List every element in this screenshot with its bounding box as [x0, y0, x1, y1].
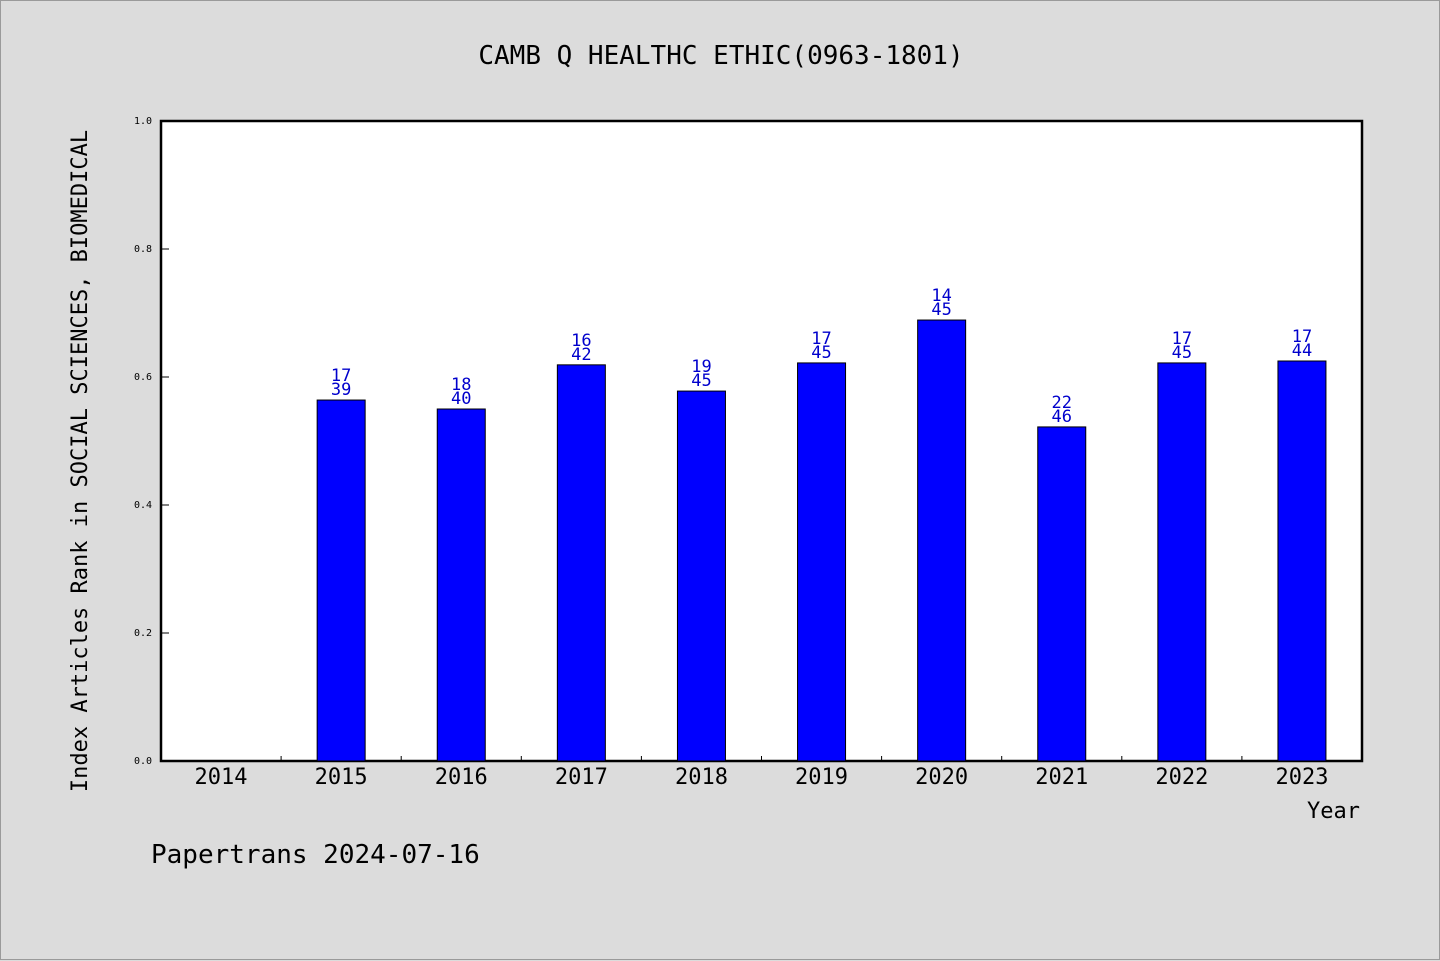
x-axis-label: Year: [1307, 799, 1360, 824]
bar-2020: [917, 319, 967, 762]
bar-2015: [316, 399, 366, 762]
x-tick-label: 2017: [555, 765, 608, 790]
x-tick-label: 2018: [675, 765, 728, 790]
bar-label-top: 16: [571, 331, 591, 351]
x-tick-label: 2021: [1035, 765, 1088, 790]
bar-2023: [1277, 360, 1327, 762]
bar-label-bottom: 45: [691, 371, 711, 391]
x-tick-label: 2015: [315, 765, 368, 790]
y-tick-label: 0.8: [134, 244, 152, 255]
bar-label-top: 14: [931, 286, 951, 306]
bar-2022: [1157, 362, 1207, 762]
y-tick-label: 1.0: [134, 116, 152, 127]
bar-2016: [436, 408, 486, 762]
bar-label-bottom: 45: [811, 343, 831, 363]
bar-label-top: 18: [451, 375, 471, 395]
bar-label-top: 17: [811, 329, 831, 349]
bar-label-bottom: 40: [451, 389, 471, 409]
bar-label-top: 17: [1172, 329, 1192, 349]
y-tick-label: 0.6: [134, 372, 152, 383]
x-tick-label: 2023: [1275, 765, 1328, 790]
bar-label-bottom: 45: [1172, 343, 1192, 363]
x-tick-label: 2020: [915, 765, 968, 790]
bar-label-bottom: 44: [1292, 341, 1312, 361]
x-tick-label: 2019: [795, 765, 848, 790]
bar-2017: [556, 364, 606, 762]
y-tick-label: 0.0: [134, 756, 152, 767]
x-tick-label: 2016: [435, 765, 488, 790]
bar-label-top: 17: [1292, 327, 1312, 347]
x-tick-label: 2022: [1155, 765, 1208, 790]
bar-label-bottom: 39: [331, 380, 351, 400]
bar-2021: [1037, 426, 1087, 762]
x-ticks-group: 2014 2015 2016 2017 2018 2019 2020 2021 2022 2023: [195, 756, 1328, 790]
y-tick-label: 0.4: [134, 500, 152, 511]
x-tick-label: 2014: [195, 765, 248, 790]
bar-label-top: 22: [1052, 393, 1072, 413]
y-axis-label: Index Articles Rank in SOCIAL SCIENCES, …: [68, 130, 93, 792]
footer-credit: Papertrans 2024-07-16: [151, 840, 480, 870]
bar-2018: [676, 390, 726, 762]
y-tick-label: 0.2: [134, 628, 152, 639]
bar-label-top: 19: [691, 357, 711, 377]
bar-2019: [797, 362, 847, 762]
bar-label-bottom: 45: [931, 300, 951, 320]
bar-label-top: 17: [331, 366, 351, 386]
bar-label-bottom: 46: [1052, 407, 1072, 427]
bar-label-bottom: 42: [571, 345, 591, 365]
y-ticks-group: 0.0 0.2 0.4 0.6 0.8 1.0: [134, 116, 169, 767]
chart-title: CAMB Q HEALTHC ETHIC(0963-1801): [478, 41, 963, 71]
